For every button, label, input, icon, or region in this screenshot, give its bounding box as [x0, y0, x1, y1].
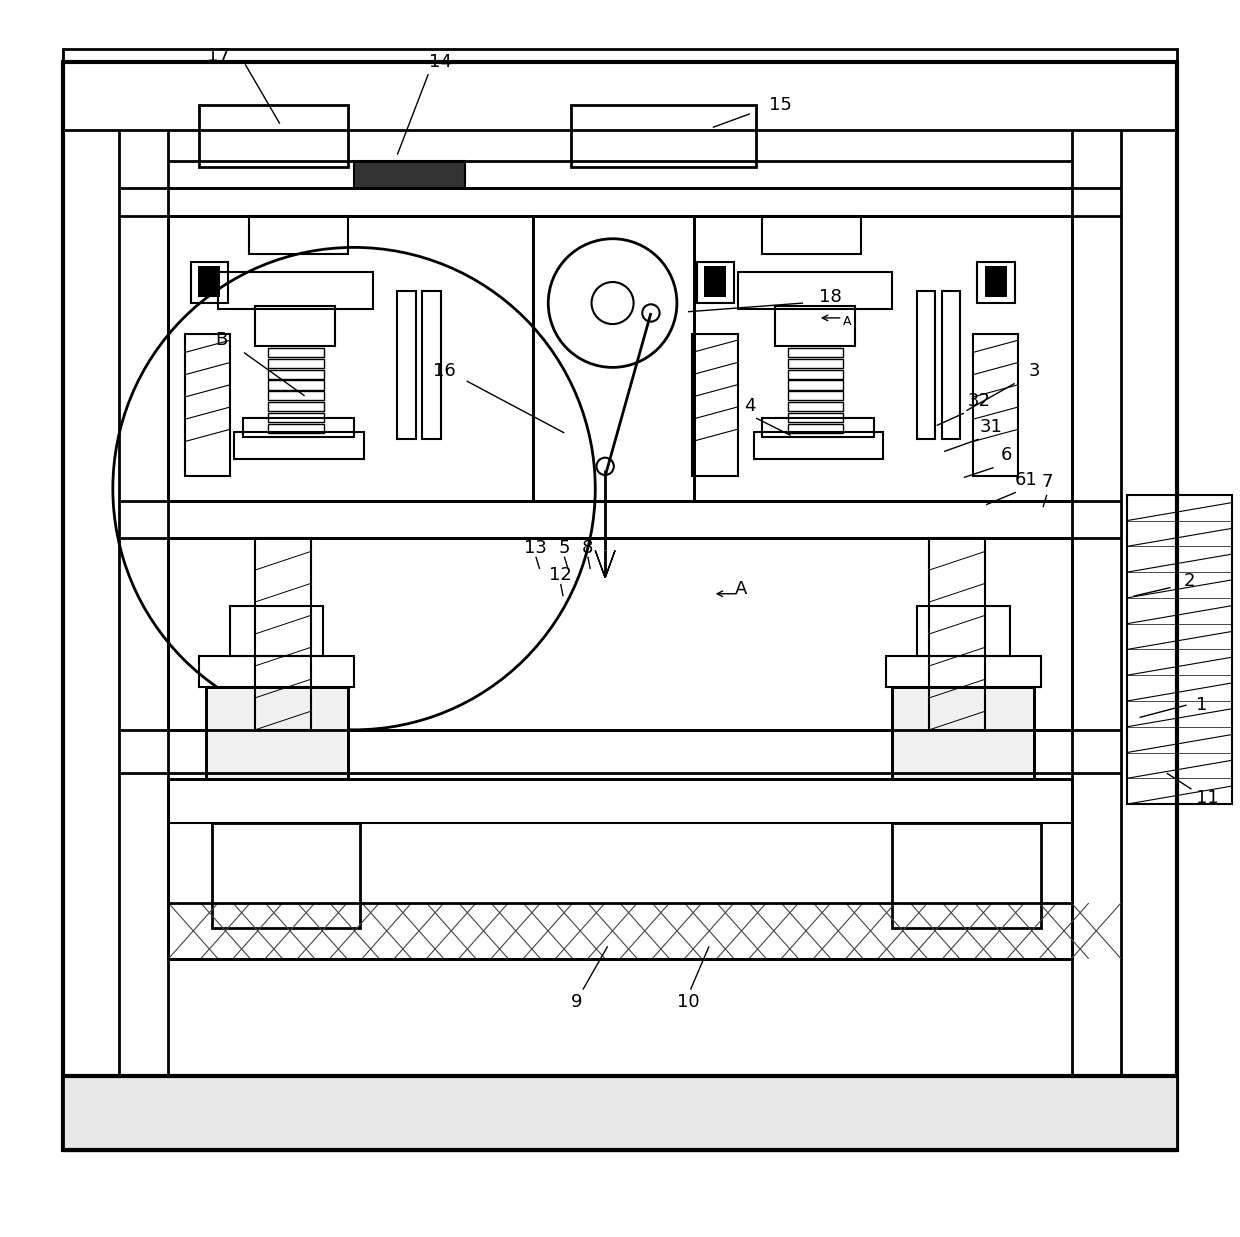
Bar — [234, 432, 365, 459]
Bar — [169, 779, 1071, 959]
Bar — [268, 359, 324, 369]
Bar — [243, 418, 355, 437]
Bar — [200, 656, 355, 687]
Text: 61: 61 — [1014, 471, 1037, 489]
Text: 31: 31 — [980, 418, 1002, 435]
Bar — [249, 216, 348, 254]
Bar — [892, 687, 1034, 779]
Bar — [570, 105, 756, 167]
Bar — [268, 391, 324, 401]
Text: A: A — [843, 315, 851, 328]
Text: 10: 10 — [677, 993, 699, 1011]
Bar — [268, 370, 324, 379]
Bar — [63, 62, 1177, 1150]
Bar — [977, 262, 1014, 303]
Bar — [268, 348, 324, 357]
Text: 8: 8 — [582, 539, 594, 557]
Bar — [1127, 495, 1233, 804]
Bar — [206, 687, 348, 779]
Bar — [787, 359, 843, 369]
Bar — [169, 538, 1071, 730]
Bar — [929, 538, 985, 730]
Text: B: B — [216, 332, 228, 349]
Text: 13: 13 — [525, 539, 547, 557]
Bar — [892, 823, 1040, 928]
Text: 16: 16 — [433, 362, 456, 380]
Bar — [206, 687, 348, 779]
Bar — [704, 266, 727, 297]
Bar — [212, 823, 361, 928]
Bar — [787, 370, 843, 379]
Bar — [200, 105, 348, 167]
Text: 2: 2 — [1183, 573, 1195, 590]
Text: 9: 9 — [570, 993, 583, 1011]
Bar — [268, 402, 324, 411]
Bar — [916, 291, 935, 439]
Text: 7: 7 — [1042, 474, 1053, 491]
Bar — [231, 606, 324, 656]
Bar — [694, 216, 1071, 501]
Text: 1: 1 — [1195, 696, 1207, 714]
Bar — [169, 216, 533, 501]
Bar — [754, 432, 883, 459]
Bar — [738, 272, 892, 309]
Bar — [763, 216, 862, 254]
Bar — [763, 418, 874, 437]
Bar — [787, 348, 843, 357]
Bar — [255, 306, 336, 346]
Text: 12: 12 — [549, 567, 572, 584]
Bar — [268, 424, 324, 433]
Bar — [422, 291, 440, 439]
Text: 17: 17 — [207, 47, 229, 64]
Bar — [892, 687, 1034, 779]
Bar — [268, 413, 324, 422]
Bar — [787, 402, 843, 411]
Text: 18: 18 — [818, 288, 842, 306]
Text: 11: 11 — [1197, 789, 1219, 807]
Text: A: A — [735, 580, 748, 597]
Bar — [787, 381, 843, 390]
Polygon shape — [595, 550, 615, 578]
Bar — [355, 161, 465, 188]
Text: 32: 32 — [967, 392, 991, 409]
Bar — [397, 291, 415, 439]
Text: 3: 3 — [1029, 362, 1040, 380]
Bar — [198, 266, 221, 297]
Bar — [63, 1076, 1177, 1150]
Bar — [787, 391, 843, 401]
Bar — [185, 334, 231, 476]
Bar — [775, 306, 856, 346]
Bar — [692, 334, 738, 476]
Bar — [63, 49, 1177, 130]
Bar — [533, 216, 694, 501]
Bar — [218, 272, 372, 309]
Text: 4: 4 — [744, 397, 755, 414]
Bar — [972, 334, 1018, 476]
Bar — [985, 266, 1007, 297]
Bar — [787, 413, 843, 422]
Bar — [255, 538, 311, 730]
Bar — [697, 262, 734, 303]
Bar — [916, 606, 1009, 656]
Bar — [885, 656, 1040, 687]
Bar — [268, 381, 324, 390]
Text: 14: 14 — [429, 53, 453, 71]
Text: 5: 5 — [558, 539, 570, 557]
Bar — [191, 262, 228, 303]
Text: 15: 15 — [769, 96, 792, 114]
Bar — [787, 424, 843, 433]
Text: 6: 6 — [1001, 447, 1012, 464]
Bar — [941, 291, 960, 439]
